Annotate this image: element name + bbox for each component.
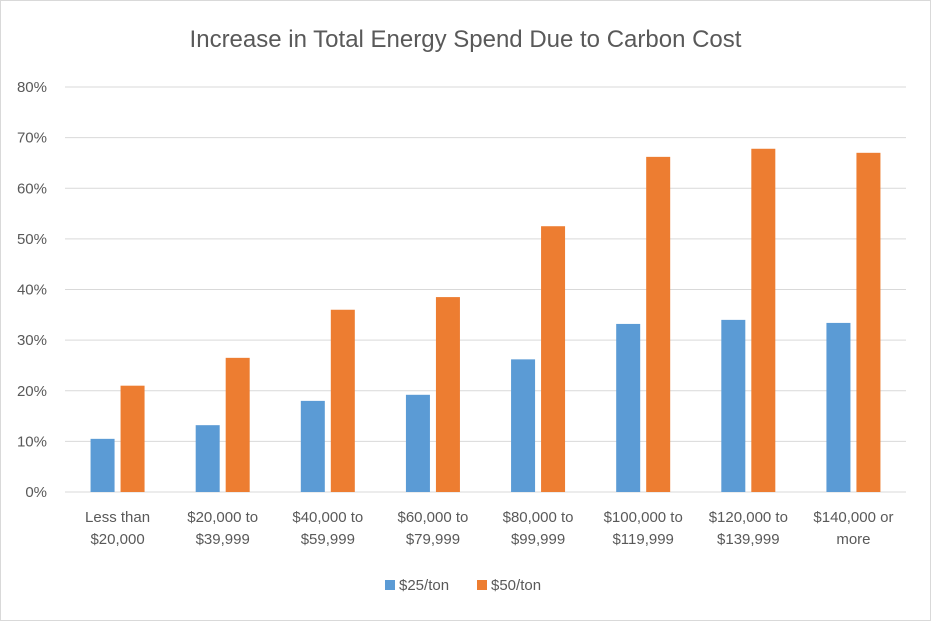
x-category-label: $59,999 — [301, 531, 355, 548]
bar-series2 — [120, 385, 145, 492]
x-category-label: $79,999 — [406, 531, 460, 548]
x-category-label: $119,999 — [612, 531, 673, 548]
legend-swatch — [477, 580, 487, 590]
chart-title: Increase in Total Energy Spend Due to Ca… — [189, 26, 742, 53]
bar-series1 — [195, 425, 220, 492]
bar-series2 — [435, 297, 460, 492]
x-category-label: $20,000 — [90, 531, 144, 548]
legend-label: $25/ton — [399, 577, 449, 594]
y-tick-label: 20% — [17, 383, 47, 400]
x-category-label: $39,999 — [196, 531, 250, 548]
x-category-label: $140,000 or — [813, 509, 893, 526]
y-tick-label: 80% — [17, 79, 47, 96]
bar-series2 — [751, 148, 776, 492]
legend-swatch — [385, 580, 395, 590]
y-tick-label: 60% — [17, 180, 47, 197]
x-category-label: $40,000 to — [292, 509, 363, 526]
x-category-label: $20,000 to — [187, 509, 258, 526]
bar-series2 — [646, 156, 671, 493]
bar-series2 — [541, 226, 566, 492]
y-tick-label: 70% — [17, 130, 47, 147]
bar-series2 — [225, 357, 250, 492]
legend-label: $50/ton — [491, 577, 541, 594]
bar-series1 — [405, 394, 430, 492]
y-tick-label: 50% — [17, 231, 47, 248]
x-category-label: $60,000 to — [397, 509, 468, 526]
x-category-label: $80,000 to — [503, 509, 574, 526]
bar-series1 — [721, 319, 746, 492]
bar-series1 — [616, 323, 641, 492]
bar-series2 — [330, 309, 355, 492]
y-tick-label: 10% — [17, 433, 47, 450]
x-category-label: more — [836, 531, 870, 548]
bar-series1 — [300, 400, 325, 492]
bar-series1 — [90, 438, 115, 492]
x-category-label: $100,000 to — [604, 509, 683, 526]
y-tick-label: 40% — [17, 282, 47, 299]
x-category-label: Less than — [85, 509, 150, 526]
bar-series2 — [856, 152, 881, 492]
y-tick-label: 30% — [17, 332, 47, 349]
bar-series1 — [511, 359, 536, 492]
x-category-label: $120,000 to — [709, 509, 788, 526]
x-category-label: $99,999 — [511, 531, 565, 548]
y-tick-label: 0% — [25, 484, 47, 501]
bar-series1 — [826, 322, 851, 492]
x-category-label: $139,999 — [717, 531, 780, 548]
